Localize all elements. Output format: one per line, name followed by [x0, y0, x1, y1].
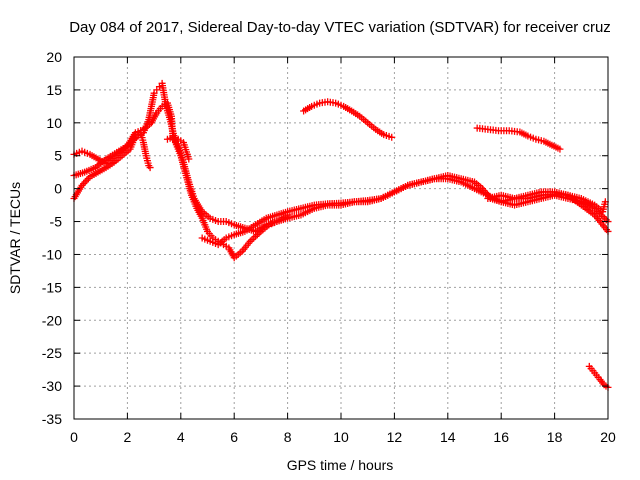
y-axis-title: SDTVAR / TECUs: [7, 182, 23, 294]
grid: [74, 57, 608, 419]
x-tick-label: 16: [493, 429, 509, 445]
y-tick-label: -5: [50, 214, 63, 230]
y-tick-label: 5: [54, 148, 62, 164]
x-tick-label: 20: [600, 429, 616, 445]
x-tick-label: 8: [284, 429, 292, 445]
y-tick-label: -25: [42, 345, 62, 361]
y-tick-label: -35: [42, 411, 62, 427]
ticks: 0 2 4 6 8 10 12 14 16 18 20 -35 -30 -25 -20 -15 -10 -5 0 5 1…: [42, 49, 616, 445]
data-point: [556, 145, 564, 153]
y-tick-label: -15: [42, 279, 62, 295]
x-tick-label: 10: [333, 429, 349, 445]
y-tick-label: 15: [46, 82, 62, 98]
x-tick-label: 4: [177, 429, 185, 445]
x-axis-title: GPS time / hours: [287, 457, 394, 473]
x-tick-label: 2: [124, 429, 132, 445]
series-track-c: [70, 99, 193, 179]
x-tick-label: 6: [230, 429, 238, 445]
data-point: [146, 164, 154, 172]
y-tick-label: -20: [42, 312, 62, 328]
y-tick-label: 10: [46, 115, 62, 131]
data-point: [601, 214, 609, 222]
data-point: [602, 216, 610, 224]
data-point: [596, 209, 604, 217]
x-tick-label: 12: [387, 429, 403, 445]
x-tick-label: 18: [547, 429, 563, 445]
x-tick-label: 14: [440, 429, 456, 445]
y-tick-label: 0: [54, 181, 62, 197]
data-point: [597, 211, 605, 219]
x-tick-label: 0: [70, 429, 78, 445]
series-track-f: [300, 98, 396, 141]
series-track-i: [484, 190, 609, 216]
y-tick-label: -10: [42, 246, 62, 262]
y-tick-label: -30: [42, 378, 62, 394]
data-point: [185, 155, 193, 163]
series-track-g: [473, 124, 564, 153]
y-tick-label: 20: [46, 49, 62, 65]
data-point: [388, 133, 396, 141]
plot-data: [70, 79, 612, 391]
chart-title: Day 084 of 2017, Sidereal Day-to-day VTE…: [69, 19, 611, 36]
